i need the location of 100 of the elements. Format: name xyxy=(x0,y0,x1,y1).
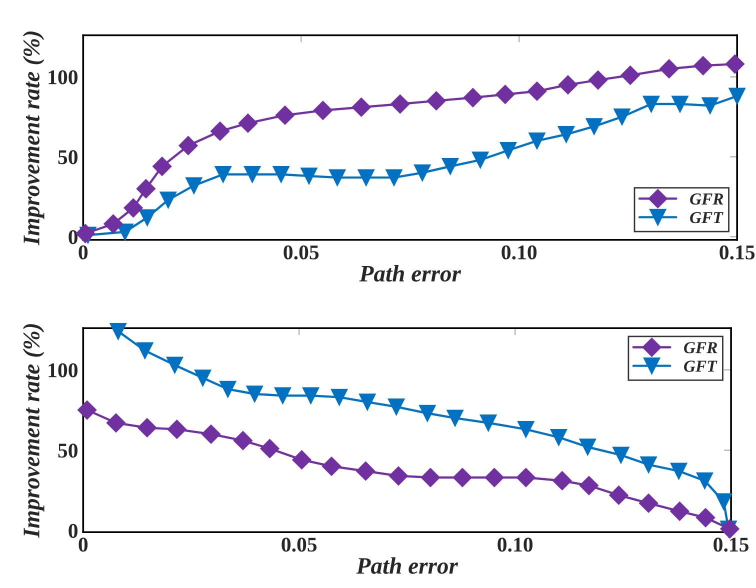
point xyxy=(330,388,348,406)
legend-label: GFR xyxy=(690,193,724,205)
y-tick-label: 0 xyxy=(68,524,78,538)
point xyxy=(640,456,657,473)
legend-label: GFT xyxy=(684,360,718,372)
point xyxy=(292,450,312,470)
point xyxy=(201,424,221,444)
y-tick-label: 100 xyxy=(48,363,78,378)
point xyxy=(419,404,436,422)
point xyxy=(612,446,630,464)
point xyxy=(178,136,198,156)
point xyxy=(484,468,504,488)
point xyxy=(186,177,202,194)
point xyxy=(359,394,376,410)
legend-label: GFR xyxy=(684,342,718,354)
point xyxy=(220,380,236,398)
point xyxy=(390,94,410,114)
x-tick-label: 0.15 xyxy=(720,245,755,260)
point xyxy=(642,96,660,112)
point xyxy=(442,158,459,175)
point xyxy=(246,386,263,402)
point xyxy=(388,466,408,486)
point xyxy=(138,209,156,226)
point xyxy=(138,418,157,438)
point xyxy=(356,462,376,481)
point xyxy=(552,471,572,490)
point xyxy=(136,179,156,198)
point xyxy=(579,476,598,496)
point xyxy=(160,192,177,208)
point xyxy=(579,438,596,456)
point xyxy=(463,88,482,108)
y-axis-title: Improvement rate (%) xyxy=(22,32,44,246)
point xyxy=(388,398,405,416)
point xyxy=(313,100,332,120)
point xyxy=(518,420,534,438)
point xyxy=(620,66,640,85)
point xyxy=(260,439,280,458)
x-tick-label: 0.05 xyxy=(282,538,317,552)
point xyxy=(715,493,732,510)
point xyxy=(214,166,232,183)
point xyxy=(500,142,517,159)
point xyxy=(660,59,679,78)
point xyxy=(233,431,253,450)
point xyxy=(275,106,295,125)
point xyxy=(609,486,628,505)
point xyxy=(516,468,536,488)
point xyxy=(166,356,184,374)
point xyxy=(639,494,658,513)
point xyxy=(116,224,134,240)
point xyxy=(352,98,371,117)
x-tick-label: 0.10 xyxy=(498,538,533,552)
point xyxy=(420,468,440,488)
point xyxy=(302,387,320,404)
point xyxy=(670,502,690,521)
legend-label: GFT xyxy=(690,212,724,224)
point xyxy=(480,414,497,432)
point xyxy=(550,429,568,446)
point xyxy=(426,91,446,110)
point xyxy=(588,70,608,90)
point xyxy=(728,88,746,104)
x-tick-label: 0.10 xyxy=(502,245,537,260)
point xyxy=(446,410,464,426)
point xyxy=(124,198,143,218)
point xyxy=(210,122,230,141)
y-tick-label: 50 xyxy=(58,150,78,164)
x-axis-title: Path error xyxy=(356,557,458,574)
point xyxy=(274,387,292,404)
point xyxy=(414,164,431,182)
point xyxy=(238,114,258,133)
point xyxy=(702,97,718,114)
point xyxy=(152,156,172,176)
point xyxy=(694,56,713,76)
x-axis-title: Path error xyxy=(359,265,462,282)
y-tick-label: 100 xyxy=(48,70,78,84)
point xyxy=(272,166,290,183)
point xyxy=(528,132,546,150)
point xyxy=(725,54,744,74)
point xyxy=(472,152,489,168)
point xyxy=(496,84,515,104)
x-tick-label: 0 xyxy=(78,538,88,552)
x-tick-label: 0 xyxy=(78,245,88,260)
point xyxy=(527,82,547,101)
point xyxy=(558,126,575,143)
point xyxy=(104,214,123,234)
y-axis-title: Improvement rate (%) xyxy=(22,324,44,538)
y-tick-label: 50 xyxy=(58,444,78,458)
point xyxy=(696,508,716,528)
point xyxy=(358,169,374,186)
x-tick-label: 0.05 xyxy=(284,245,319,260)
point xyxy=(110,322,126,340)
point xyxy=(322,456,342,476)
point xyxy=(558,75,578,94)
point xyxy=(614,108,630,126)
point xyxy=(78,400,97,420)
point xyxy=(670,462,688,480)
point xyxy=(167,420,186,439)
point xyxy=(696,472,714,490)
point xyxy=(136,342,154,359)
point xyxy=(386,169,402,186)
point xyxy=(586,118,602,135)
